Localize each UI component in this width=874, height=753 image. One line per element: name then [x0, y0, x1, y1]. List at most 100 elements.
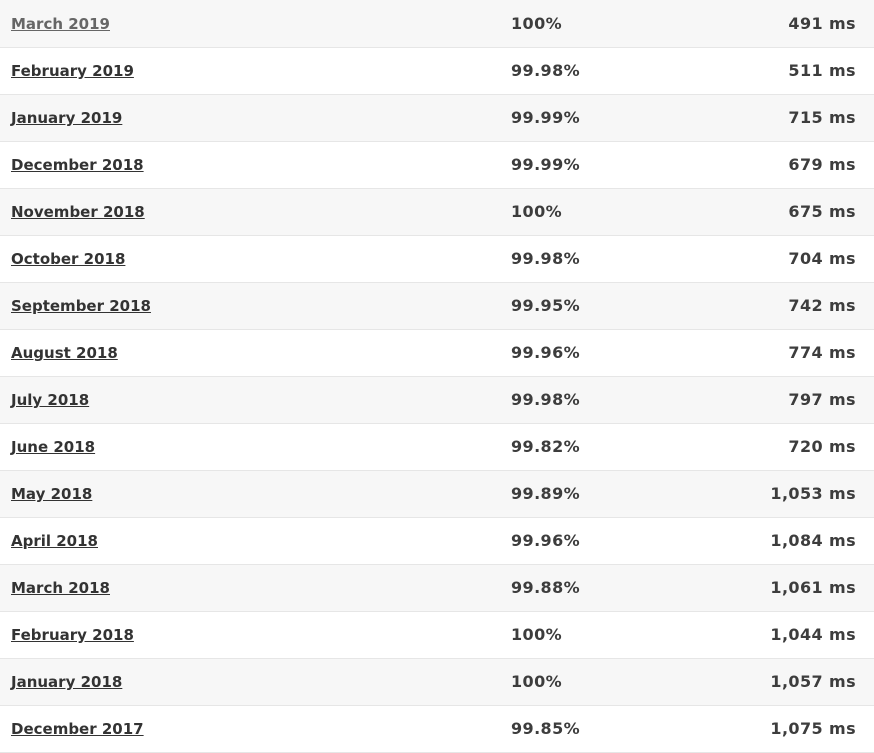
uptime-cell: 100% — [511, 188, 731, 235]
month-link[interactable]: February 2019 — [11, 62, 134, 80]
uptime-value: 99.98% — [511, 249, 581, 268]
response-time-cell: 1,061 ms — [731, 564, 874, 611]
table-row: April 2018 99.96% 1,084 ms — [0, 517, 874, 564]
response-time-cell: 491 ms — [731, 0, 874, 47]
table-row: December 2018 99.99% 679 ms — [0, 141, 874, 188]
table-row: January 2019 99.99% 715 ms — [0, 94, 874, 141]
uptime-value: 99.85% — [511, 719, 581, 738]
uptime-value: 100% — [511, 202, 563, 221]
table-row: February 2019 99.98% 511 ms — [0, 47, 874, 94]
response-time-cell: 679 ms — [731, 141, 874, 188]
month-link[interactable]: September 2018 — [11, 297, 151, 315]
uptime-cell: 99.82% — [511, 423, 731, 470]
uptime-cell: 100% — [511, 0, 731, 47]
response-time-value: 1,057 ms — [770, 672, 856, 691]
table-row: June 2018 99.82% 720 ms — [0, 423, 874, 470]
uptime-value: 99.96% — [511, 343, 581, 362]
table-row: January 2018 100% 1,057 ms — [0, 658, 874, 705]
table-row: March 2019 100% 491 ms — [0, 0, 874, 47]
response-time-value: 1,084 ms — [770, 531, 856, 550]
response-time-value: 679 ms — [788, 155, 856, 174]
table-row: August 2018 99.96% 774 ms — [0, 329, 874, 376]
uptime-value: 100% — [511, 13, 563, 33]
month-cell: February 2018 — [0, 611, 511, 658]
uptime-value: 100% — [511, 625, 563, 644]
month-cell: July 2018 — [0, 376, 511, 423]
month-cell: October 2018 — [0, 235, 511, 282]
uptime-value: 99.95% — [511, 296, 581, 315]
table-row: September 2018 99.95% 742 ms — [0, 282, 874, 329]
month-link[interactable]: August 2018 — [11, 344, 118, 362]
response-time-value: 720 ms — [788, 437, 856, 456]
response-time-value: 704 ms — [788, 249, 856, 268]
month-link[interactable]: December 2017 — [11, 720, 144, 738]
response-time-value: 1,044 ms — [770, 625, 856, 644]
month-link[interactable]: May 2018 — [11, 485, 93, 503]
response-time-value: 1,053 ms — [770, 484, 856, 503]
uptime-cell: 99.98% — [511, 47, 731, 94]
table-row: October 2018 99.98% 704 ms — [0, 235, 874, 282]
response-time-cell: 742 ms — [731, 282, 874, 329]
response-time-cell: 1,075 ms — [731, 705, 874, 752]
response-time-value: 1,075 ms — [770, 719, 856, 738]
response-time-cell: 797 ms — [731, 376, 874, 423]
uptime-cell: 99.99% — [511, 141, 731, 188]
month-cell: November 2018 — [0, 188, 511, 235]
response-time-cell: 1,044 ms — [731, 611, 874, 658]
uptime-value: 99.99% — [511, 155, 581, 174]
month-link[interactable]: March 2018 — [11, 579, 110, 597]
table-row: March 2018 99.88% 1,061 ms — [0, 564, 874, 611]
uptime-cell: 99.89% — [511, 470, 731, 517]
uptime-value: 100% — [511, 672, 563, 691]
month-link[interactable]: June 2018 — [11, 438, 96, 456]
uptime-cell: 99.98% — [511, 235, 731, 282]
month-cell: April 2018 — [0, 517, 511, 564]
response-time-value: 491 ms — [788, 13, 856, 33]
response-time-cell: 1,057 ms — [731, 658, 874, 705]
response-time-cell: 704 ms — [731, 235, 874, 282]
response-time-cell: 511 ms — [731, 47, 874, 94]
response-time-cell: 1,084 ms — [731, 517, 874, 564]
uptime-cell: 99.88% — [511, 564, 731, 611]
month-cell: June 2018 — [0, 423, 511, 470]
table-row: December 2017 99.85% 1,075 ms — [0, 705, 874, 752]
month-link[interactable]: April 2018 — [11, 532, 98, 550]
uptime-value: 99.98% — [511, 61, 581, 80]
response-time-value: 511 ms — [788, 61, 856, 80]
response-time-value: 774 ms — [788, 343, 856, 362]
month-link[interactable]: July 2018 — [11, 391, 90, 409]
month-cell: January 2019 — [0, 94, 511, 141]
uptime-cell: 99.96% — [511, 517, 731, 564]
month-cell: December 2018 — [0, 141, 511, 188]
uptime-cell: 100% — [511, 658, 731, 705]
month-link[interactable]: March 2019 — [11, 14, 110, 33]
month-cell: January 2018 — [0, 658, 511, 705]
response-time-cell: 720 ms — [731, 423, 874, 470]
month-cell: February 2019 — [0, 47, 511, 94]
uptime-value: 99.98% — [511, 390, 581, 409]
table-row: November 2018 100% 675 ms — [0, 188, 874, 235]
response-time-value: 715 ms — [788, 108, 856, 127]
month-link[interactable]: November 2018 — [11, 203, 145, 221]
uptime-value: 99.89% — [511, 484, 581, 503]
month-cell: March 2019 — [0, 0, 511, 47]
month-cell: March 2018 — [0, 564, 511, 611]
table-row: July 2018 99.98% 797 ms — [0, 376, 874, 423]
uptime-value: 99.88% — [511, 578, 581, 597]
month-link[interactable]: December 2018 — [11, 156, 144, 174]
table-row: February 2018 100% 1,044 ms — [0, 611, 874, 658]
month-link[interactable]: October 2018 — [11, 250, 126, 268]
table-row: May 2018 99.89% 1,053 ms — [0, 470, 874, 517]
response-time-cell: 1,053 ms — [731, 470, 874, 517]
uptime-cell: 100% — [511, 611, 731, 658]
uptime-cell: 99.98% — [511, 376, 731, 423]
month-link[interactable]: January 2018 — [11, 673, 123, 691]
response-time-cell: 774 ms — [731, 329, 874, 376]
month-link[interactable]: January 2019 — [11, 109, 123, 127]
month-link[interactable]: February 2018 — [11, 626, 134, 644]
response-time-value: 675 ms — [788, 202, 856, 221]
response-time-cell: 715 ms — [731, 94, 874, 141]
response-time-value: 742 ms — [788, 296, 856, 315]
response-time-value: 797 ms — [788, 390, 856, 409]
